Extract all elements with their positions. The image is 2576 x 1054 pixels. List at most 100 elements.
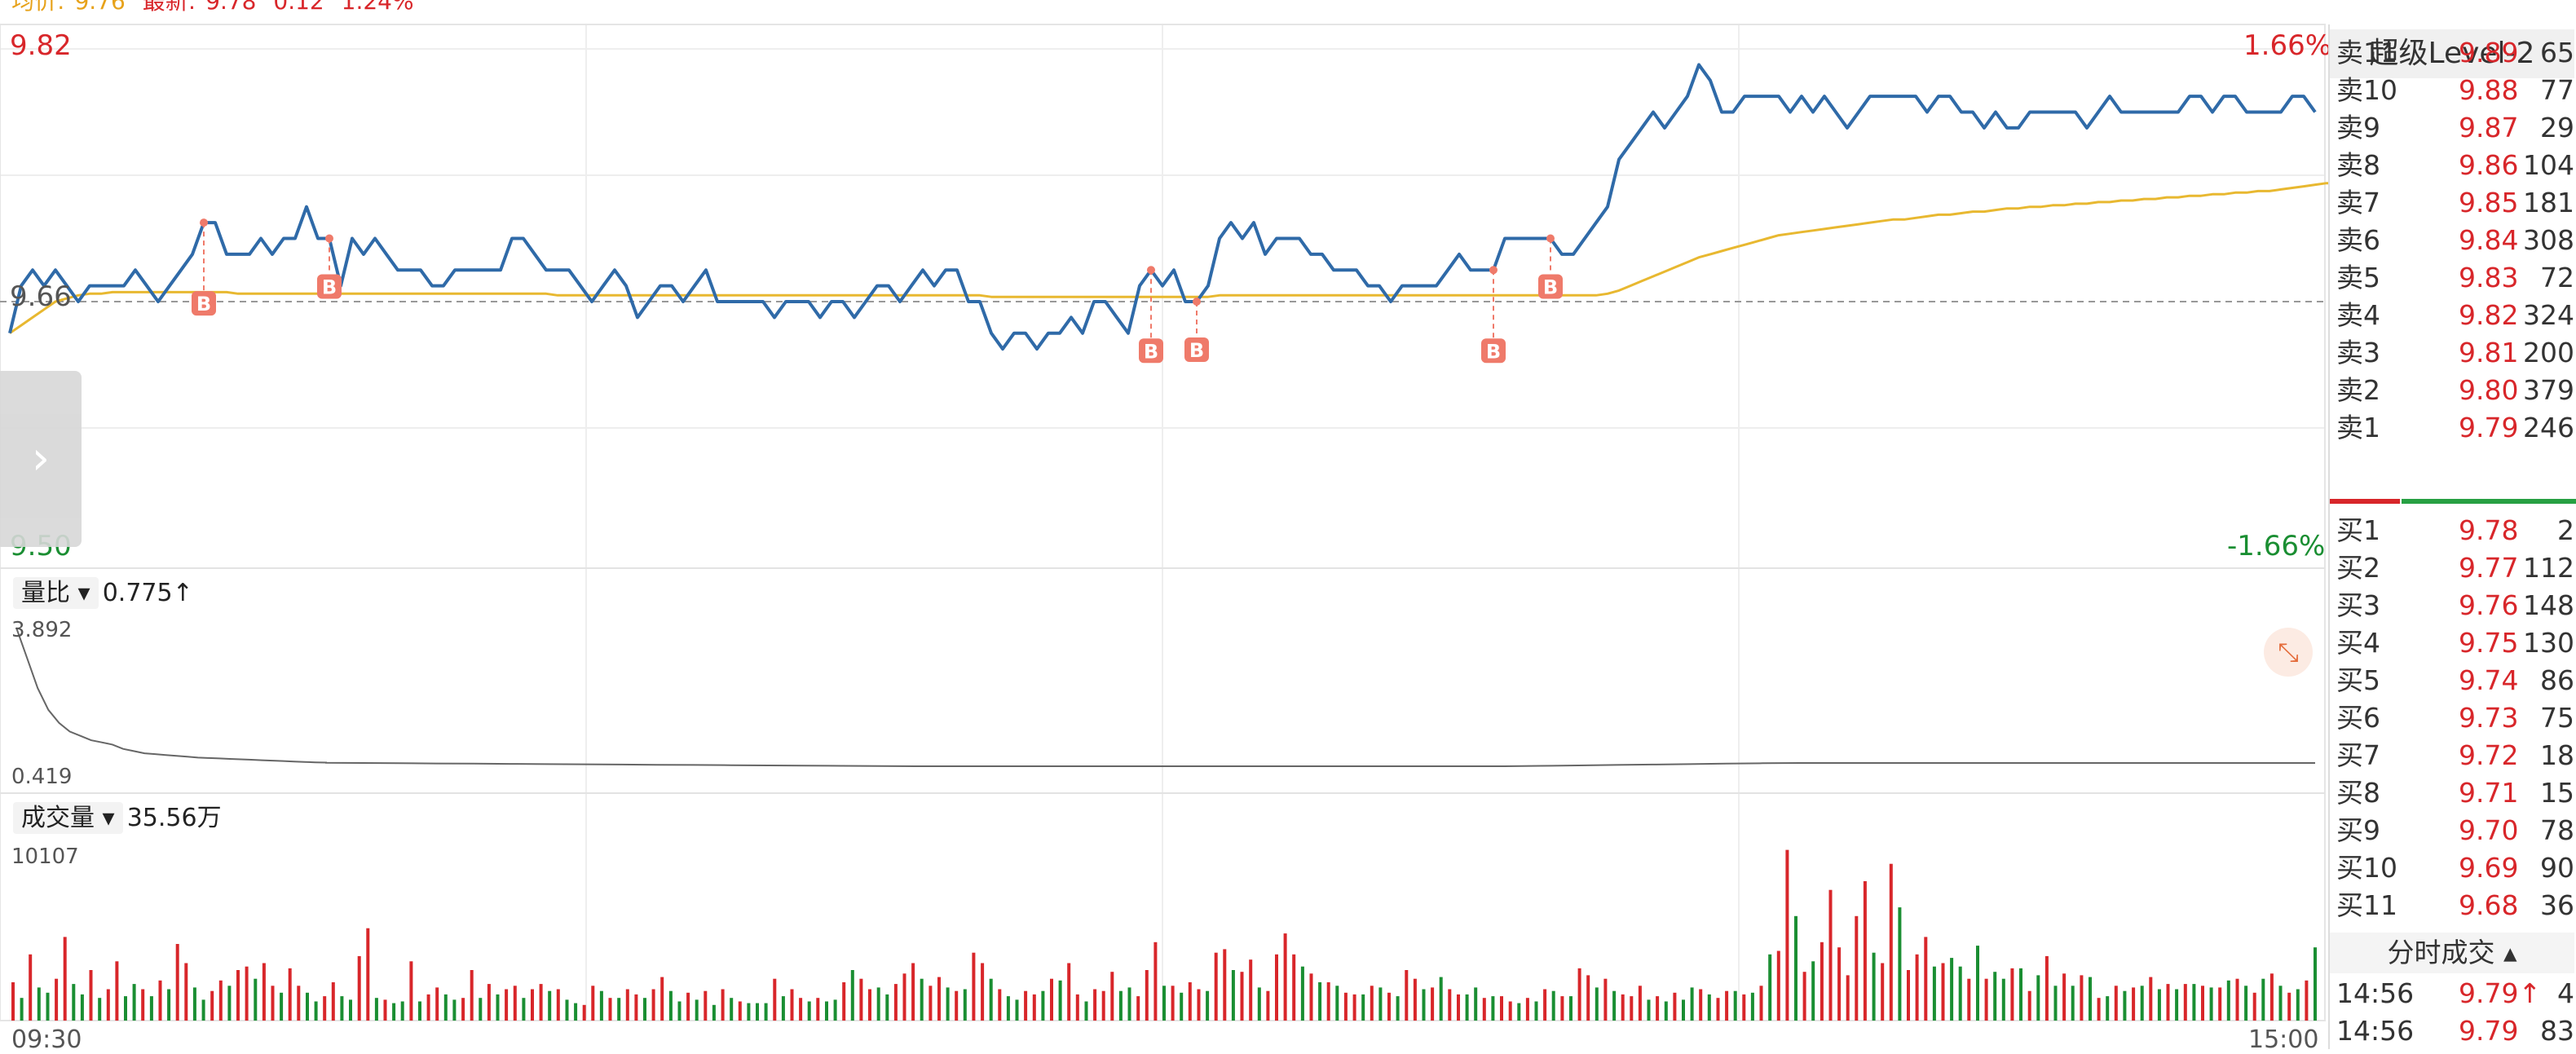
ask-row[interactable]: 卖11 9.89 65 bbox=[2336, 34, 2576, 72]
avg-price-line bbox=[9, 182, 2328, 334]
volume-bar bbox=[20, 998, 24, 1021]
volume-bar bbox=[505, 989, 509, 1021]
volume-ratio-selector[interactable]: 量比 ▾ bbox=[13, 577, 99, 609]
volume-bar bbox=[1352, 994, 1356, 1021]
volume-bar bbox=[972, 952, 976, 1021]
ask-row[interactable]: 卖6 9.84 308 bbox=[2336, 222, 2576, 259]
side-expand-tab[interactable]: › bbox=[0, 371, 82, 547]
volume-bar bbox=[876, 987, 880, 1021]
volume-bar bbox=[349, 999, 352, 1021]
volume-ratio-value: 0.775↑ bbox=[102, 579, 193, 607]
buy-marker-dot bbox=[1546, 234, 1555, 243]
volume-bar bbox=[1898, 907, 1902, 1021]
ask-row[interactable]: 卖9 9.87 29 bbox=[2336, 109, 2576, 147]
bid-row[interactable]: 买6 9.73 75 bbox=[2336, 699, 2576, 737]
volume-bar bbox=[374, 998, 378, 1021]
ask-vol: 379 bbox=[2523, 374, 2574, 406]
bid-row[interactable]: 买2 9.77 112 bbox=[2336, 549, 2576, 587]
bid-row[interactable]: 买9 9.70 78 bbox=[2336, 812, 2576, 849]
bid-row[interactable]: 买1 9.78 2 bbox=[2336, 512, 2576, 549]
volume-bar bbox=[539, 984, 543, 1021]
volume-bar bbox=[686, 992, 690, 1021]
ask-vol: 65 bbox=[2540, 37, 2574, 68]
volume-bar bbox=[1093, 989, 1097, 1021]
buy-marker-label: B bbox=[1189, 339, 1204, 362]
volume-bar bbox=[262, 963, 266, 1021]
ticks-title[interactable]: 分时成交 ▴ bbox=[2330, 933, 2574, 973]
volume-bar bbox=[63, 937, 67, 1021]
volume-bar bbox=[1543, 989, 1547, 1021]
volume-bar bbox=[695, 999, 699, 1021]
volume-bar bbox=[340, 996, 344, 1021]
volume-bar bbox=[254, 978, 258, 1021]
ask-vol: 246 bbox=[2523, 412, 2574, 443]
level2-title[interactable]: 超级Level-2 bbox=[2330, 29, 2574, 78]
bid-price: 9.75 bbox=[2459, 627, 2519, 659]
volume-bar bbox=[1223, 949, 1227, 1021]
volume-bar bbox=[452, 999, 457, 1021]
ask-row[interactable]: 卖1 9.79 246 bbox=[2336, 409, 2576, 447]
volume-bar bbox=[2149, 977, 2153, 1021]
ask-row[interactable]: 卖10 9.88 77 bbox=[2336, 72, 2576, 109]
volume-bar bbox=[677, 1001, 681, 1021]
volume-bar bbox=[1214, 952, 1218, 1021]
volume-bar bbox=[124, 996, 127, 1021]
ask-label: 卖7 bbox=[2336, 187, 2380, 218]
ask-row[interactable]: 卖8 9.86 104 bbox=[2336, 147, 2576, 184]
volume-bar bbox=[1595, 987, 1599, 1021]
volume-bar bbox=[1725, 990, 1729, 1021]
bid-row[interactable]: 买8 9.71 15 bbox=[2336, 774, 2576, 812]
bid-label: 买11 bbox=[2336, 889, 2397, 921]
tick-row[interactable]: 14:56 9.79 83 bbox=[2336, 1012, 2576, 1049]
volume-bar bbox=[409, 961, 413, 1021]
volume-bar bbox=[1855, 915, 1859, 1021]
ask-row[interactable]: 卖3 9.81 200 bbox=[2336, 334, 2576, 372]
volume-bar bbox=[496, 994, 500, 1021]
volume-selector[interactable]: 成交量 ▾ bbox=[13, 802, 123, 834]
volume-bar bbox=[668, 990, 673, 1021]
volume-bar bbox=[1915, 954, 1919, 1021]
volume-bar bbox=[1361, 994, 1365, 1021]
ask-row[interactable]: 卖2 9.80 379 bbox=[2336, 372, 2576, 409]
volume-bar bbox=[2001, 978, 2005, 1021]
tick-row[interactable]: 14:56 9.79↑ 4 bbox=[2336, 975, 2576, 1012]
buy-marker-badge bbox=[192, 291, 216, 316]
volume-bar bbox=[1768, 954, 1772, 1021]
ask-row[interactable]: 卖5 9.83 72 bbox=[2336, 259, 2576, 297]
tick-vol: 83 bbox=[2540, 1015, 2574, 1047]
volume-bar bbox=[2097, 998, 2101, 1021]
volume-bar bbox=[513, 986, 517, 1021]
buy-marker-badge bbox=[1481, 338, 1506, 364]
bid-row[interactable]: 买5 9.74 86 bbox=[2336, 662, 2576, 699]
volume-bar bbox=[2114, 986, 2118, 1021]
bid-row[interactable]: 买11 9.68 36 bbox=[2336, 887, 2576, 924]
volume-bar bbox=[1828, 889, 1833, 1021]
avg-value: 9.76 bbox=[74, 0, 126, 15]
volume-bar bbox=[158, 980, 162, 1021]
volume-bar bbox=[1378, 987, 1383, 1021]
bid-label: 买6 bbox=[2336, 702, 2380, 734]
bid-row[interactable]: 买4 9.75 130 bbox=[2336, 624, 2576, 662]
volume-bar bbox=[963, 989, 967, 1021]
volume-bar bbox=[781, 996, 785, 1021]
ask-price: 9.83 bbox=[2459, 262, 2519, 293]
volume-bar bbox=[297, 986, 301, 1021]
ask-row[interactable]: 卖4 9.82 324 bbox=[2336, 297, 2576, 334]
volume-bar bbox=[1326, 982, 1330, 1021]
volume-bar bbox=[799, 998, 803, 1021]
volume-bar bbox=[1439, 977, 1443, 1021]
volume-bar bbox=[210, 990, 214, 1021]
ask-row[interactable]: 卖7 9.85 181 bbox=[2336, 184, 2576, 222]
volume-bar bbox=[1820, 942, 1824, 1021]
buy-marker-label: B bbox=[196, 293, 211, 315]
volume-bar bbox=[72, 984, 76, 1021]
volume-bar bbox=[323, 996, 327, 1021]
volume-bar bbox=[1110, 972, 1114, 1021]
volume-bar bbox=[1396, 996, 1400, 1021]
volume-bar bbox=[1742, 994, 1746, 1021]
volume-bar bbox=[149, 996, 153, 1021]
bid-row[interactable]: 买3 9.76 148 bbox=[2336, 587, 2576, 624]
bid-row[interactable]: 买7 9.72 18 bbox=[2336, 737, 2576, 774]
expand-icon[interactable]: ⤡ bbox=[2264, 628, 2313, 677]
bid-row[interactable]: 买10 9.69 90 bbox=[2336, 849, 2576, 887]
